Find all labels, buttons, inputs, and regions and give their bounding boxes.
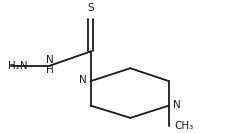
Text: H: H: [46, 65, 54, 75]
Text: N: N: [46, 55, 54, 65]
Text: H₂N: H₂N: [8, 61, 28, 71]
Text: N: N: [79, 76, 86, 86]
Text: CH₃: CH₃: [175, 121, 194, 131]
Text: N: N: [173, 100, 181, 110]
Text: S: S: [87, 3, 94, 13]
